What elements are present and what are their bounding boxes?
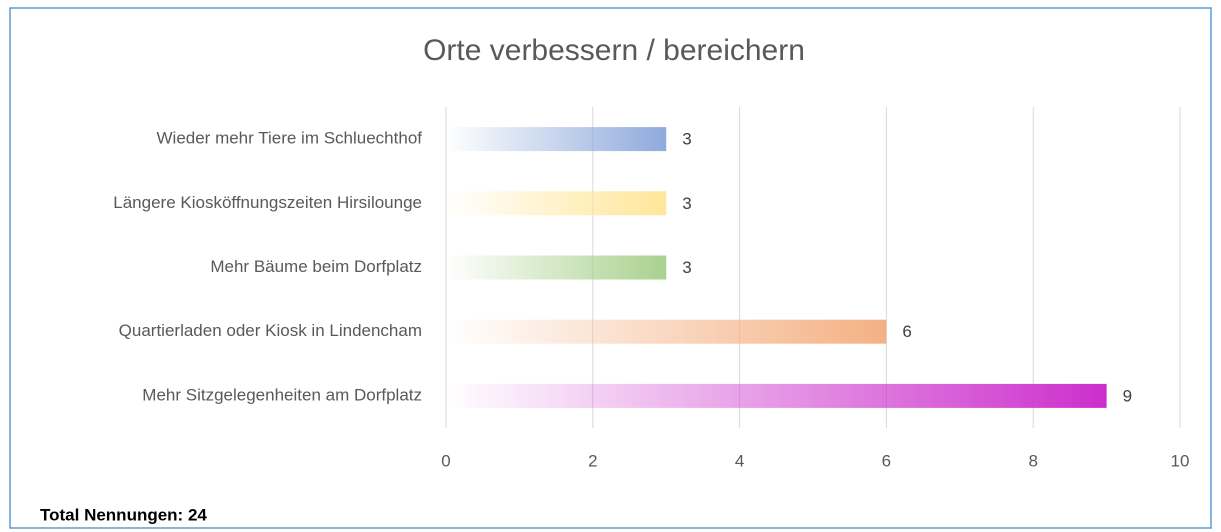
x-tick-label: 6 <box>882 451 891 470</box>
y-tick-label: Mehr Bäume beim Dorfplatz <box>210 257 422 276</box>
x-tick-label: 2 <box>588 451 597 470</box>
y-tick-label: Quartierladen oder Kiosk in Lindencham <box>119 321 422 340</box>
chart-title: Orte verbessern / bereichern <box>423 34 805 67</box>
y-tick-label: Längere Kiosköffnungszeiten Hirsilounge <box>113 193 422 212</box>
y-tick-label: Wieder mehr Tiere im Schluechthof <box>157 129 423 148</box>
value-label: 3 <box>682 258 691 277</box>
footer: Total Nennungen: 24 <box>40 505 207 524</box>
x-tick-label: 8 <box>1028 451 1037 470</box>
bar <box>446 255 667 280</box>
value-label: 3 <box>682 130 691 149</box>
x-tick-label: 10 <box>1171 451 1190 470</box>
value-label: 6 <box>902 322 911 341</box>
value-label: 9 <box>1123 386 1132 405</box>
bar <box>446 191 667 216</box>
value-label: 3 <box>682 194 691 213</box>
y-tick-label: Mehr Sitzgelegenheiten am Dorfplatz <box>142 385 422 404</box>
x-tick-label: 0 <box>441 451 450 470</box>
bar <box>446 319 887 344</box>
x-tick-label: 4 <box>735 451 744 470</box>
bar <box>446 383 1107 408</box>
bar <box>446 127 667 152</box>
